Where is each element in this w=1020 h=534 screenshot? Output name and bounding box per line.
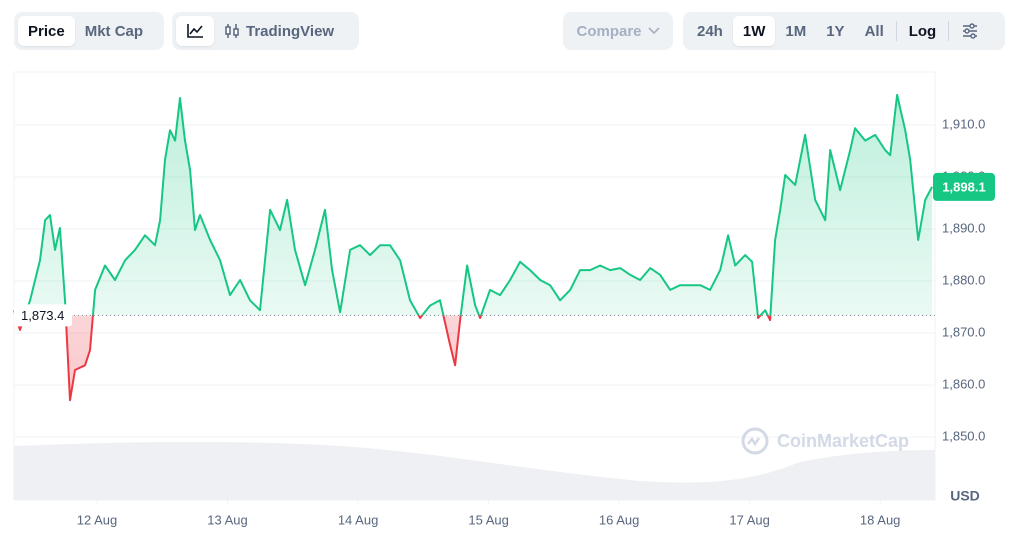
x-tick-label: 15 Aug xyxy=(468,512,509,527)
y-tick-label: 1,870.0 xyxy=(942,325,985,340)
range-button[interactable]: 24h xyxy=(697,22,723,40)
compare-label: Compare xyxy=(566,16,669,46)
price-line-down xyxy=(14,315,772,402)
mktcap-button[interactable]: Mkt Cap xyxy=(84,22,144,40)
line-icon xyxy=(187,24,203,38)
range-button[interactable]: 1M xyxy=(785,22,807,40)
compare-text: Compare xyxy=(576,22,642,40)
y-tick-label: 1,880.0 xyxy=(942,272,985,287)
current-price-tag xyxy=(933,172,995,201)
watermark: CoinMarketCap xyxy=(741,427,909,455)
line-button[interactable] xyxy=(176,16,214,46)
x-tick-label: 14 Aug xyxy=(338,512,379,527)
price-toggle: Price Mkt Cap xyxy=(14,12,164,50)
y-tick-label: 1,860.0 xyxy=(942,377,985,392)
x-tick-label: 18 Aug xyxy=(860,512,901,527)
x-tick-label: 12 Aug xyxy=(77,512,118,527)
range-button[interactable]: 1Y xyxy=(826,22,845,40)
y-tick-label: 1,890.0 xyxy=(942,220,985,235)
y-unit: USD xyxy=(950,488,980,504)
price-button[interactable]: Price xyxy=(18,16,75,46)
baseline-tag xyxy=(14,304,72,327)
log-button[interactable]: Log xyxy=(908,22,937,40)
watermark-text: CoinMarketCap xyxy=(777,431,909,451)
chevron xyxy=(647,27,660,35)
baseline-label: 1,873.4 xyxy=(21,308,64,323)
tradingview-label: TradingView xyxy=(246,22,335,40)
range-toggle: 24h 1W 1M 1Y All Log xyxy=(683,12,1005,50)
settings-button[interactable] xyxy=(951,16,989,46)
range-button[interactable]: All xyxy=(864,22,884,40)
y-tick-label: 1,850.0 xyxy=(942,429,985,444)
area-up xyxy=(14,94,933,316)
candle-icon xyxy=(225,24,239,38)
volume-area xyxy=(14,441,935,500)
y-tick-label: 1,910.0 xyxy=(942,116,985,131)
tradingview-button[interactable]: TradingView xyxy=(214,16,344,46)
settings-icon xyxy=(963,23,978,39)
x-tick-label: 16 Aug xyxy=(599,512,640,527)
current-price-label: 1,898.1 xyxy=(942,179,985,194)
chart-type-toggle: TradingView xyxy=(172,12,359,50)
compare-dropdown[interactable]: Compare xyxy=(563,12,673,50)
price-line-up xyxy=(13,93,933,316)
separator xyxy=(948,21,950,41)
range-button[interactable]: 1W xyxy=(732,16,776,46)
x-tick-label: 13 Aug xyxy=(207,512,248,527)
separator xyxy=(895,21,897,41)
x-tick-label: 17 Aug xyxy=(729,512,770,527)
